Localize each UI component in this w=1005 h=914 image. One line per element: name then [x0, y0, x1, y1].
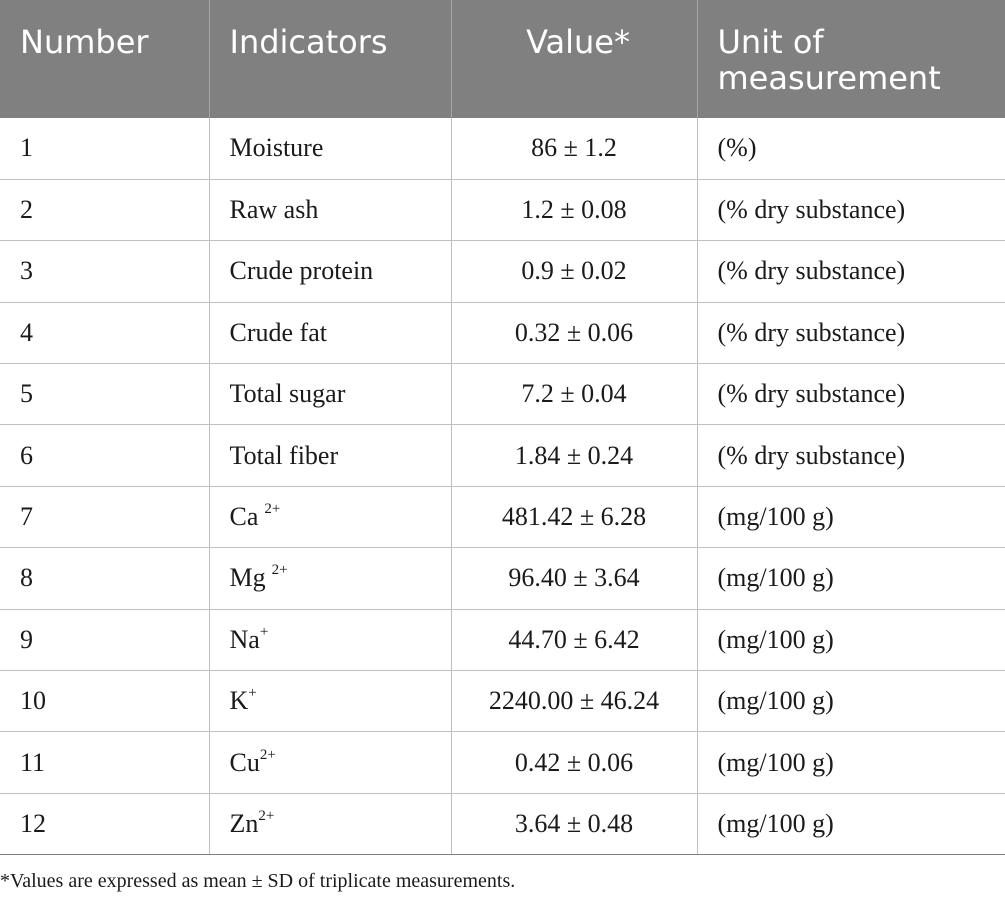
cell-unit: (% dry substance) [696, 424, 1005, 487]
cell-number: 8 [0, 547, 209, 610]
cell-value: 7.2 ± 0.04 [450, 363, 697, 426]
cell-unit: (%) [696, 118, 1005, 180]
table-row: 8 Mg 2+ 96.40 ± 3.64 (mg/100 g) [0, 547, 1005, 610]
table-row: 1 Moisture 86 ± 1.2 (%) [0, 118, 1005, 180]
cell-number: 12 [0, 793, 209, 856]
cell-indicator: Zn2+ [208, 793, 451, 856]
cell-value: 86 ± 1.2 [450, 118, 697, 180]
header-row: Number Indicators Value* Unit of measurem… [0, 0, 1005, 118]
cell-value: 481.42 ± 6.28 [450, 486, 697, 549]
cell-unit: (mg/100 g) [696, 609, 1005, 672]
header-number: Number [20, 23, 149, 61]
table-header: Number Indicators Value* Unit of measurem… [0, 0, 1005, 118]
cell-value: 44.70 ± 6.42 [450, 609, 697, 672]
cell-unit: (% dry substance) [696, 302, 1005, 365]
table-body: 1 Moisture 86 ± 1.2 (%) 2 Raw ash 1.2 ± … [0, 118, 1005, 856]
header-unit: Unit of measurement [696, 0, 1005, 118]
table-row: 4 Crude fat 0.32 ± 0.06 (% dry substance… [0, 302, 1005, 365]
cell-indicator: Ca 2+ [208, 486, 451, 549]
indicator-symbol: Mg [229, 563, 266, 593]
cell-indicator: Na+ [208, 609, 451, 672]
header-value: Value* [450, 0, 697, 118]
indicator-symbol: K [229, 686, 249, 716]
indicator-symbol: Zn [229, 808, 259, 838]
indicator-charge: + [248, 685, 257, 702]
table-row: 11 Cu2+ 0.42 ± 0.06 (mg/100 g) [0, 731, 1005, 794]
cell-value: 96.40 ± 3.64 [450, 547, 697, 610]
cell-value: 2240.00 ± 46.24 [450, 670, 697, 733]
indicator-charge: 2+ [259, 746, 276, 763]
table-row: 2 Raw ash 1.2 ± 0.08 (% dry substance) [0, 179, 1005, 242]
composition-table: Number Indicators Value* Unit of measurem… [0, 0, 1005, 856]
cell-value: 1.84 ± 0.24 [450, 424, 697, 487]
cell-indicator: Crude fat [208, 302, 451, 365]
cell-indicator: Total sugar [208, 363, 451, 426]
cell-indicator: Moisture [208, 118, 451, 180]
cell-indicator: K+ [208, 670, 451, 733]
cell-number: 5 [0, 363, 209, 426]
table-footnote: *Values are expressed as mean ± SD of tr… [0, 870, 516, 892]
cell-number: 6 [0, 424, 209, 487]
cell-value: 1.2 ± 0.08 [450, 179, 697, 242]
indicator-charge: + [259, 623, 269, 640]
cell-indicator: Cu2+ [208, 731, 451, 794]
cell-number: 1 [0, 118, 209, 180]
cell-unit: (mg/100 g) [696, 670, 1005, 733]
cell-number: 11 [0, 731, 209, 794]
composition-table-container: Number Indicators Value* Unit of measurem… [0, 0, 1005, 856]
cell-unit: (mg/100 g) [696, 547, 1005, 610]
indicator-charge: 2+ [264, 501, 281, 518]
cell-unit: (mg/100 g) [696, 486, 1005, 549]
indicator-symbol: Na [229, 624, 260, 654]
indicator-charge: 2+ [258, 807, 275, 824]
cell-unit: (% dry substance) [696, 240, 1005, 303]
cell-number: 4 [0, 302, 209, 365]
cell-value: 3.64 ± 0.48 [450, 793, 697, 856]
cell-indicator: Mg 2+ [208, 547, 451, 610]
table-row: 9 Na+ 44.70 ± 6.42 (mg/100 g) [0, 609, 1005, 672]
cell-number: 9 [0, 609, 209, 672]
table-row: 12 Zn2+ 3.64 ± 0.48 (mg/100 g) [0, 793, 1005, 856]
cell-number: 7 [0, 486, 209, 549]
table-row: 3 Crude protein 0.9 ± 0.02 (% dry substa… [0, 240, 1005, 303]
indicator-symbol: Cu [229, 747, 260, 777]
cell-value: 0.9 ± 0.02 [450, 240, 697, 303]
cell-indicator: Total fiber [208, 424, 451, 487]
cell-value: 0.32 ± 0.06 [450, 302, 697, 365]
cell-number: 10 [0, 670, 209, 733]
cell-value: 0.42 ± 0.06 [450, 731, 697, 794]
cell-indicator: Crude protein [208, 240, 451, 303]
cell-indicator: Raw ash [208, 179, 451, 242]
table-row: 6 Total fiber 1.84 ± 0.24 (% dry substan… [0, 424, 1005, 487]
cell-unit: (mg/100 g) [696, 731, 1005, 794]
cell-number: 3 [0, 240, 209, 303]
header-unit-line2: measurement [717, 59, 941, 97]
indicator-charge: 2+ [271, 562, 288, 579]
cell-unit: (% dry substance) [696, 179, 1005, 242]
table-row: 5 Total sugar 7.2 ± 0.04 (% dry substanc… [0, 363, 1005, 426]
cell-unit: (mg/100 g) [696, 793, 1005, 856]
cell-unit: (% dry substance) [696, 363, 1005, 426]
header-indicators: Indicators [208, 0, 451, 118]
indicator-symbol: Ca [229, 502, 259, 532]
table-row: 7 Ca 2+ 481.42 ± 6.28 (mg/100 g) [0, 486, 1005, 549]
cell-number: 2 [0, 179, 209, 242]
header-unit-line1: Unit of [717, 23, 824, 61]
table-row: 10 K+ 2240.00 ± 46.24 (mg/100 g) [0, 670, 1005, 733]
